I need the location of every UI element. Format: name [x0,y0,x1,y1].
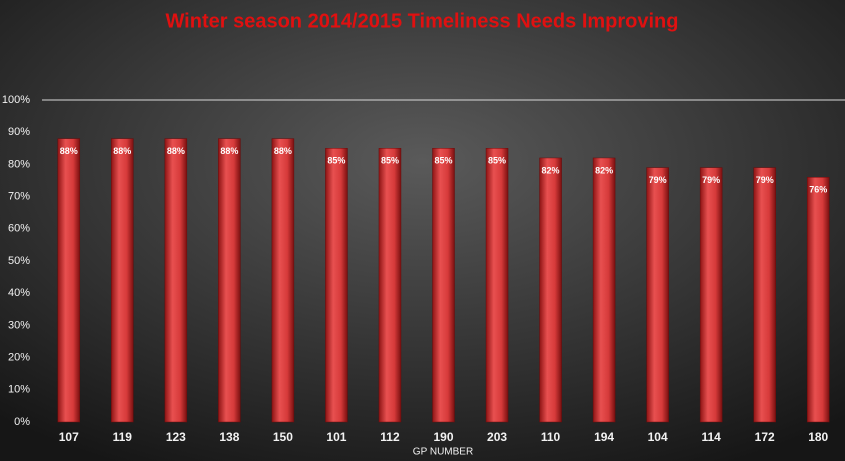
x-tick-label: 172 [755,430,775,444]
bar [111,138,134,423]
bar [806,177,830,423]
x-tick-label: 110 [541,430,561,444]
y-tick-label: 70% [8,191,30,203]
bar [646,167,669,423]
x-tick-label: 112 [380,430,400,444]
x-tick-label: 107 [59,430,79,444]
bar [271,138,295,423]
x-tick-label: 123 [166,430,186,444]
x-axis-label: GP NUMBER [413,447,473,458]
bar [57,138,81,423]
bar [432,148,455,423]
bar [164,138,188,423]
x-tick-label: 203 [487,430,507,444]
value-label: 85% [434,156,452,166]
x-tick-label: 119 [113,430,133,444]
x-tick-label: 180 [808,430,828,444]
value-label: 88% [113,146,131,156]
bar [592,157,616,423]
y-tick-label: 90% [8,126,30,138]
value-label: 85% [327,156,345,166]
y-tick-label: 10% [8,384,30,396]
value-label: 82% [542,165,560,175]
y-tick-label: 50% [8,255,30,267]
value-label: 88% [167,146,185,156]
x-tick-label: 104 [648,430,668,444]
x-tick-label: 101 [326,430,346,444]
value-label: 85% [381,156,399,166]
bar [378,148,402,423]
x-tick-label: 114 [701,430,721,444]
y-tick-label: 0% [14,416,30,428]
value-label: 79% [649,175,667,185]
bar [218,138,241,423]
y-tick-label: 60% [8,223,30,235]
y-tick-label: 80% [8,158,30,170]
value-label: 88% [274,146,292,156]
y-tick-label: 20% [8,352,30,364]
value-label: 79% [702,175,720,185]
x-tick-label: 190 [433,430,453,444]
x-tick-label: 194 [594,430,614,444]
value-label: 88% [60,146,78,156]
value-label: 82% [595,165,613,175]
y-tick-label: 100% [2,94,30,106]
chart-title: Winter season 2014/2015 Timeliness Needs… [165,10,678,32]
bar [539,157,562,423]
y-tick-label: 30% [8,319,30,331]
value-label: 79% [756,175,774,185]
bar [699,167,723,423]
bar [325,148,348,423]
value-label: 76% [809,185,827,195]
y-tick-label: 40% [8,287,30,299]
bar [753,167,776,423]
value-label: 85% [488,156,506,166]
x-tick-label: 150 [273,430,293,444]
value-label: 88% [220,146,238,156]
x-tick-label: 138 [219,430,239,444]
bar [485,148,509,423]
